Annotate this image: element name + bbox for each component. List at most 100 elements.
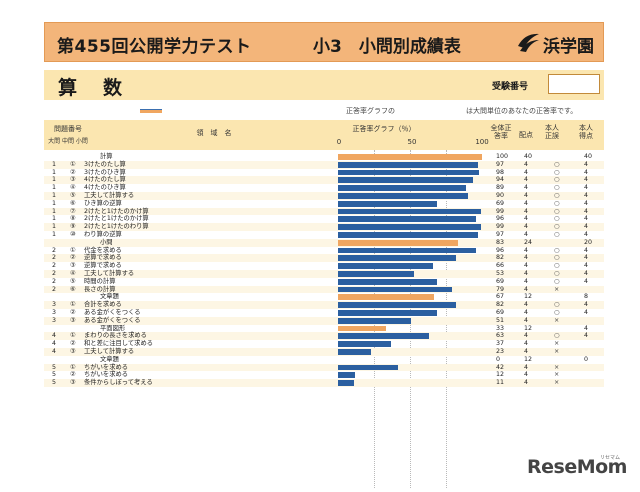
row-correct-mark: ○: [554, 207, 560, 215]
row-area-name: ちがいを求める: [84, 363, 129, 371]
row-area-name: ある金がくをつくる: [84, 316, 141, 324]
row-big-number: 2: [52, 277, 57, 285]
row-correct-mark: ○: [554, 262, 560, 270]
row-correct-mark: ×: [554, 316, 560, 324]
header-graph: 正答率グラフ（％）: [352, 125, 416, 133]
row-overall-rate: 12: [496, 371, 505, 379]
report-subtitle: 小3 小問別成績表: [313, 37, 461, 57]
row-points: 4: [524, 160, 529, 168]
hamagakuen-logo: 浜学園: [515, 29, 601, 57]
row-overall-rate: 97: [496, 231, 505, 238]
row-sub-number: ④: [70, 270, 76, 277]
row-area-name: 時間の計算: [84, 277, 116, 285]
row-big-number: 2: [52, 285, 57, 293]
table-header: 問題番号 大問 中問 小問 領 域 名 正答率グラフ（％） 0 50 100 全…: [44, 120, 604, 150]
row-overall-rate: 69: [496, 277, 505, 285]
header-question-sub: 大問 中問 小問: [48, 138, 88, 145]
row-sub-number: ①: [70, 160, 76, 168]
row-sub-number: ①: [70, 363, 76, 371]
row-points: 4: [524, 363, 529, 371]
row-correct-mark: ○: [554, 168, 560, 176]
row-sub-number: ⑨: [70, 223, 76, 231]
row-score: 4: [584, 262, 589, 270]
row-points: 4: [524, 262, 529, 270]
logo-text: 浜学園: [543, 37, 594, 57]
row-sub-number: ③: [70, 316, 76, 324]
row-area-name: 和と差に注目して求める: [84, 340, 154, 348]
table-row: 4 ③ 工夫して計算する 23 4 ×: [44, 348, 604, 356]
row-score: 4: [584, 192, 589, 199]
row-score: 4: [584, 176, 589, 184]
row-big-number: 1: [52, 192, 57, 199]
row-correct-mark: ○: [554, 160, 560, 168]
row-overall-rate: 33: [496, 324, 505, 332]
rate-bar: [338, 255, 457, 262]
row-overall-rate: 79: [496, 285, 505, 293]
row-big-number: 3: [52, 301, 57, 309]
table-row: 1 ③ 4けたのたし算 94 4 ○ 4: [44, 176, 604, 185]
row-overall-rate: 66: [496, 262, 505, 270]
axis-tick-100: 100: [475, 138, 489, 146]
table-row: 4 ② 和と差に注目して求める 37 4 ×: [44, 340, 604, 348]
row-overall-rate: 96: [496, 215, 505, 223]
row-score: 40: [584, 153, 593, 160]
row-points: 4: [524, 246, 529, 254]
rate-bar: [338, 271, 415, 277]
row-sub-number: ③: [70, 262, 76, 270]
row-score: 4: [584, 277, 589, 285]
row-area-name: 条件からしぼって考える: [84, 379, 153, 387]
row-overall-rate: 82: [496, 254, 505, 262]
row-sub-number: ②: [70, 168, 76, 176]
row-area-name: 工夫して計算する: [84, 270, 135, 277]
table-row: 2 ⑤ 時間の計算 69 4 ○ 4: [44, 278, 604, 286]
rate-bar: [338, 263, 434, 269]
row-score: 4: [584, 246, 589, 254]
rate-bar: [338, 372, 356, 379]
row-score: 4: [584, 332, 589, 340]
row-correct-mark: ○: [554, 301, 560, 309]
row-big-number: 1: [52, 207, 57, 215]
row-overall-rate: 67: [496, 293, 505, 301]
header-score: 本人得点: [579, 124, 593, 140]
row-overall-rate: 42: [496, 363, 505, 371]
table-row: 1 ⑧ 2けたと1けたのかけ算 96 4 ○ 4: [44, 215, 604, 223]
row-sub-number: ②: [70, 254, 76, 262]
row-points: 4: [524, 207, 529, 215]
header-correct: 本人正誤: [545, 124, 559, 140]
row-score: 4: [584, 301, 589, 309]
row-overall-rate: 11: [496, 379, 505, 387]
table-row: 文章題 67 12 8: [44, 293, 604, 301]
row-score: 8: [584, 293, 589, 301]
row-big-number: 1: [52, 176, 57, 184]
row-sub-number: ⑥: [70, 199, 76, 207]
rate-bar: [338, 278, 438, 285]
row-points: 4: [524, 231, 529, 238]
row-score: 4: [584, 324, 589, 332]
row-points: 4: [524, 192, 529, 199]
row-points: 4: [524, 285, 529, 293]
rate-bar: [338, 239, 458, 246]
table-row: 文章題 0 12 0: [44, 356, 604, 364]
row-score: 4: [584, 309, 589, 316]
rate-bar: [338, 185, 467, 191]
row-sub-number: ②: [70, 371, 76, 379]
table-row: 1 ⑥ ひき算の逆算 69 4 ○ 4: [44, 200, 604, 208]
row-big-number: 3: [52, 316, 57, 324]
row-points: 4: [524, 277, 529, 285]
row-sub-number: ⑤: [70, 192, 76, 199]
row-overall-rate: 53: [496, 270, 505, 277]
row-area-name: 3けたのたし算: [84, 160, 126, 168]
row-big-number: 5: [52, 371, 57, 379]
row-overall-rate: 100: [496, 153, 509, 160]
row-correct-mark: ○: [554, 231, 560, 238]
row-correct-mark: ○: [554, 270, 560, 277]
rate-bar: [338, 224, 481, 230]
row-correct-mark: ○: [554, 199, 560, 207]
row-sub-number: ①: [70, 246, 76, 254]
rate-bar: [338, 154, 482, 160]
row-big-number: 4: [52, 340, 57, 348]
row-area-name: 合計を求める: [84, 301, 122, 309]
row-correct-mark: ○: [554, 223, 560, 231]
row-big-number: 1: [52, 168, 57, 176]
row-sub-number: ③: [70, 348, 76, 355]
